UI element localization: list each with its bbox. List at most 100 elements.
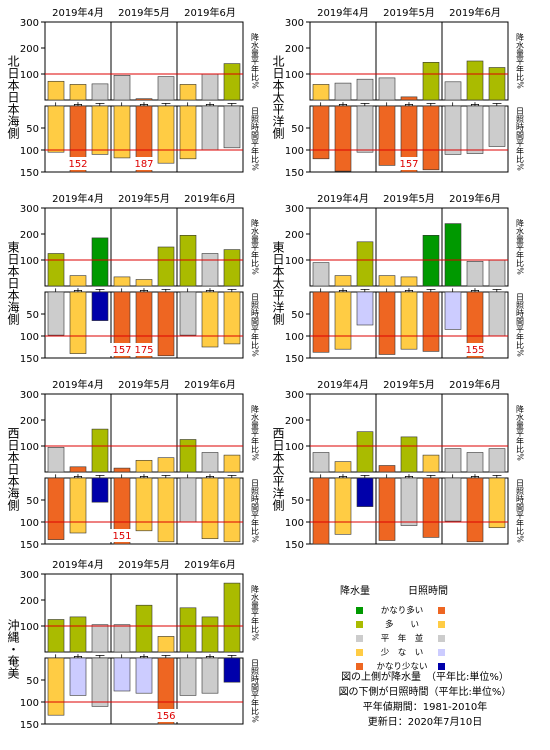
overflow-label-bg — [463, 343, 487, 356]
legend-swatch-sunshine — [438, 663, 445, 670]
precip-bar — [91, 428, 109, 473]
month-label: 2019年4月 — [52, 558, 104, 571]
precip-bar — [400, 436, 418, 473]
sunshine-ratio-label: 日照時間平年比% — [516, 107, 525, 171]
sunshine-bar — [444, 291, 462, 330]
precip-bar — [69, 84, 87, 101]
month-label: 2019年4月 — [317, 378, 369, 391]
y-tick-label: 200 — [20, 416, 39, 427]
precip-bar — [422, 454, 440, 473]
sunshine-bar — [422, 477, 440, 538]
precip-bar — [488, 259, 506, 287]
precip-bar — [356, 78, 374, 101]
precip-ratio-label: 降水量平年比% — [251, 218, 260, 275]
notes: 図の上側が降水量 （平年比:単位%） 図の下側が日照時間（平年比:単位%） 平年… — [300, 670, 550, 730]
y-tick-label: 100 — [285, 332, 304, 343]
legend-swatch-precip — [356, 649, 363, 656]
region-title: 北日本日本海側 — [6, 55, 20, 139]
precip-bar — [312, 84, 330, 101]
y-tick-label: 100 — [20, 332, 39, 343]
y-tick-label: 200 — [20, 596, 39, 607]
note-updated: 更新日：2020年7月10日 — [367, 717, 483, 728]
precip-ratio-label: 降水量平年比% — [516, 404, 525, 461]
sunshine-bar — [223, 657, 241, 683]
precip-bar — [488, 448, 506, 473]
precip-bar — [378, 77, 396, 101]
precip-bar — [157, 636, 175, 653]
sunshine-bar — [356, 477, 374, 507]
legend-row-normal: 平 年 並 — [300, 632, 550, 646]
month-label: 2019年4月 — [52, 6, 104, 19]
overflow-label-bg — [110, 343, 134, 356]
precip-bar — [201, 253, 219, 287]
sunshine-bar — [157, 291, 175, 357]
legend-swatch-sunshine — [438, 635, 445, 642]
precip-bar — [444, 448, 462, 473]
precip-bar — [422, 235, 440, 287]
y-tick-label: 200 — [285, 44, 304, 55]
sunshine-bar — [488, 291, 506, 337]
overflow-label-bg — [110, 529, 134, 542]
y-tick-label: 50 — [291, 124, 304, 135]
sunshine-bar — [444, 477, 462, 522]
sunshine-bar — [356, 105, 374, 153]
overflow-data-label: 156 — [156, 711, 175, 722]
sunshine-bar — [157, 477, 175, 543]
overflow-data-label: 155 — [465, 345, 484, 356]
precip-bar — [91, 237, 109, 287]
y-tick-label: 100 — [20, 698, 39, 709]
sunshine-bar — [135, 105, 153, 173]
y-tick-label: 50 — [26, 496, 39, 507]
precip-bar — [179, 235, 197, 287]
sunshine-ratio-label: 日照時間平年比% — [251, 479, 260, 543]
precip-bar — [157, 76, 175, 101]
sunshine-bar — [466, 477, 484, 543]
y-tick-label: 100 — [20, 518, 39, 529]
precip-ratio-label: 降水量平年比% — [516, 218, 525, 275]
precip-bar — [47, 253, 65, 287]
sunshine-ratio-label: 日照時間平年比% — [251, 659, 260, 723]
sunshine-bar — [422, 291, 440, 352]
precip-bar — [47, 446, 65, 473]
y-tick-label: 100 — [285, 70, 304, 81]
y-tick-label: 150 — [20, 540, 39, 551]
sunshine-bar — [91, 105, 109, 155]
legend-swatch-sunshine — [438, 607, 445, 614]
sunshine-bar — [422, 105, 440, 171]
month-label: 2019年6月 — [449, 6, 501, 19]
sunshine-bar — [400, 105, 418, 173]
legend-label: 少 な い — [380, 648, 424, 658]
month-label: 2019年5月 — [383, 378, 435, 391]
month-label: 2019年6月 — [184, 558, 236, 571]
precip-bar — [113, 276, 131, 287]
month-label: 2019年5月 — [118, 192, 170, 205]
precip-bar — [47, 619, 65, 653]
sunshine-bar — [334, 291, 352, 350]
sunshine-bar — [157, 657, 175, 725]
month-label: 2019年6月 — [184, 192, 236, 205]
sunshine-bar — [47, 291, 65, 336]
sunshine-bar — [47, 477, 65, 540]
y-tick-label: 50 — [291, 310, 304, 321]
note-normal-period: 平年値期間：1981-2010年 — [362, 702, 488, 713]
sunshine-bar — [47, 105, 65, 153]
legend-precip-title: 降水量 — [340, 586, 370, 597]
legend-row-high: 多 い — [300, 618, 550, 632]
sunshine-bar — [444, 105, 462, 155]
precip-ratio-label: 降水量平年比% — [516, 32, 525, 89]
sunshine-bar — [69, 657, 87, 696]
sunshine-bar — [91, 291, 109, 321]
overflow-label-bg — [132, 343, 156, 356]
sunshine-ratio-label: 日照時間平年比% — [251, 293, 260, 357]
overflow-data-label: 175 — [134, 345, 153, 356]
y-tick-label: 150 — [20, 354, 39, 365]
y-tick-label: 100 — [285, 518, 304, 529]
legend-label: かなり多い — [380, 606, 424, 616]
precip-bar — [223, 63, 241, 101]
precip-bar — [223, 454, 241, 473]
y-tick-label: 50 — [26, 310, 39, 321]
legend-swatch-precip — [356, 635, 363, 642]
precip-bar — [312, 452, 330, 473]
precip-bar — [91, 624, 109, 653]
sunshine-bar — [91, 657, 109, 707]
